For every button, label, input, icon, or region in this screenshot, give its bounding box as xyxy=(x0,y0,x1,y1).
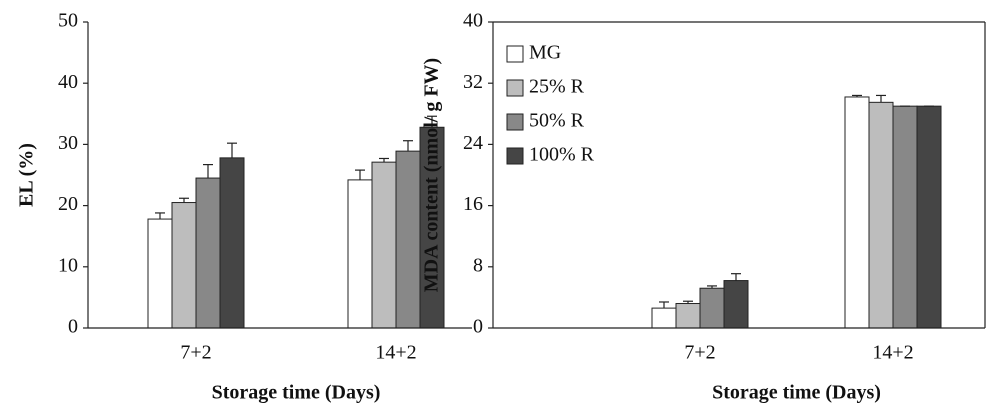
bar xyxy=(916,105,942,329)
x-tick-label: 14+2 xyxy=(375,342,416,364)
error-bar xyxy=(179,197,189,203)
error-bar xyxy=(355,169,365,180)
legend-label: MG xyxy=(529,42,561,64)
y-tick-label: 50 xyxy=(58,10,78,32)
bar xyxy=(347,179,373,329)
error-bar xyxy=(379,157,389,163)
y-tick-label: 40 xyxy=(463,10,483,32)
bar xyxy=(844,96,870,329)
bar xyxy=(171,202,197,329)
y-axis-title: MDA content (nmol/ g FW) xyxy=(421,58,443,292)
bar xyxy=(723,280,749,329)
bar xyxy=(651,307,677,329)
bar xyxy=(195,177,221,329)
y-tick-label: 20 xyxy=(58,193,78,215)
error-bar xyxy=(203,163,213,179)
chart-panel: 0 8 16 24 32 40 7+2 14+2 Storage time (Days) MDA … xyxy=(421,10,986,404)
legend-swatch xyxy=(506,113,524,131)
y-tick-label: 24 xyxy=(463,132,483,154)
legend-swatch xyxy=(506,79,524,97)
bar xyxy=(892,105,918,329)
error-bar xyxy=(403,140,413,152)
chart-panel: 0 10 20 30 40 50 7+2 14+2 Storage time (Days) EL … xyxy=(16,10,472,404)
bar xyxy=(219,157,245,329)
bar xyxy=(371,161,397,329)
x-tick-label: 7+2 xyxy=(684,342,715,364)
error-bar xyxy=(683,300,693,304)
error-bar xyxy=(227,142,237,158)
legend-swatch xyxy=(506,45,524,63)
y-tick-label: 8 xyxy=(473,254,483,276)
legend-label: 25% R xyxy=(529,76,585,98)
legend-swatch xyxy=(506,147,524,165)
error-bar xyxy=(876,94,886,103)
y-tick-label: 0 xyxy=(473,316,483,338)
y-tick-label: 16 xyxy=(463,193,483,215)
error-bar xyxy=(707,285,717,289)
y-tick-label: 10 xyxy=(58,254,78,276)
error-bar xyxy=(155,212,165,220)
bar xyxy=(675,303,701,329)
x-axis-title: Storage time (Days) xyxy=(712,382,881,404)
legend-label: 50% R xyxy=(529,110,585,132)
error-bar xyxy=(427,115,437,128)
x-axis-title: Storage time (Days) xyxy=(212,382,381,404)
bar xyxy=(868,101,894,329)
y-axis-title: EL (%) xyxy=(16,143,38,207)
x-tick-label: 14+2 xyxy=(872,342,913,364)
y-tick-label: 40 xyxy=(58,71,78,93)
error-bar xyxy=(659,301,669,309)
y-tick-label: 30 xyxy=(58,132,78,154)
legend-label: 100% R xyxy=(529,144,595,166)
bar xyxy=(419,126,445,329)
y-tick-label: 0 xyxy=(68,316,78,338)
y-tick-label: 32 xyxy=(463,71,483,93)
error-bar xyxy=(852,94,862,97)
bar xyxy=(147,218,173,329)
x-tick-label: 7+2 xyxy=(180,342,211,364)
bar xyxy=(699,287,725,329)
bar xyxy=(395,150,421,329)
error-bar xyxy=(731,273,741,281)
